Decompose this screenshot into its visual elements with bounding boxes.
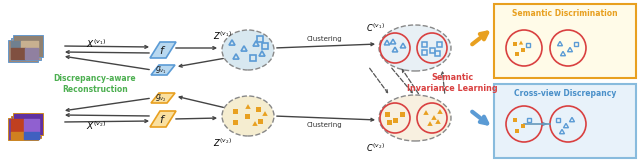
Bar (422, 49, 428, 54)
Text: Discrepancy-aware
Reconstruction: Discrepancy-aware Reconstruction (54, 74, 136, 94)
Bar (232, 120, 237, 124)
Bar (494, 84, 636, 158)
Polygon shape (437, 109, 443, 114)
Polygon shape (519, 41, 524, 44)
Ellipse shape (222, 30, 274, 70)
Bar (515, 52, 519, 56)
Bar (394, 118, 399, 123)
Bar (515, 129, 519, 133)
Text: $g_{v_1}$: $g_{v_1}$ (155, 64, 167, 76)
Text: $X^{(v_2)}$: $X^{(v_2)}$ (86, 120, 106, 132)
Bar (259, 119, 264, 124)
Text: Clustering: Clustering (306, 122, 342, 128)
Bar (387, 120, 392, 124)
Text: Semantic
Invariance Learning: Semantic Invariance Learning (406, 73, 497, 93)
Polygon shape (150, 111, 176, 127)
Bar (494, 4, 636, 78)
Bar (255, 107, 260, 112)
Text: $Z^{(v_1)}$: $Z^{(v_1)}$ (212, 30, 232, 42)
Bar (435, 50, 440, 55)
Bar (431, 47, 435, 52)
Polygon shape (431, 115, 436, 120)
Bar (8, 118, 38, 140)
Bar (250, 55, 256, 61)
Text: Semantic Discrimination: Semantic Discrimination (512, 9, 618, 18)
Text: $f$: $f$ (159, 113, 166, 125)
Bar (513, 118, 517, 122)
Bar (521, 124, 525, 128)
Text: $f$: $f$ (159, 44, 166, 56)
Bar (556, 118, 560, 122)
Bar (10, 116, 40, 137)
Bar (13, 113, 43, 135)
Bar (527, 118, 531, 122)
Polygon shape (245, 104, 251, 109)
Bar (10, 38, 40, 59)
Ellipse shape (379, 25, 451, 71)
Bar (422, 42, 428, 46)
Polygon shape (150, 42, 176, 58)
Polygon shape (423, 110, 429, 115)
Bar (438, 42, 442, 46)
Text: $Z^{(v_2)}$: $Z^{(v_2)}$ (212, 137, 232, 149)
Ellipse shape (222, 96, 274, 136)
Text: Cross-view Discrepancy: Cross-view Discrepancy (514, 89, 616, 98)
Bar (385, 112, 390, 117)
Text: $X^{(v_1)}$: $X^{(v_1)}$ (86, 38, 106, 50)
Bar (401, 112, 406, 117)
Bar (262, 43, 268, 49)
Bar (521, 48, 525, 52)
Bar (244, 114, 250, 119)
Polygon shape (428, 121, 433, 126)
Text: $C^{(v_2)}$: $C^{(v_2)}$ (365, 142, 385, 154)
Text: $g_{v_2}$: $g_{v_2}$ (155, 92, 167, 104)
Polygon shape (252, 121, 258, 126)
Polygon shape (435, 119, 441, 124)
Polygon shape (151, 93, 175, 103)
Bar (8, 40, 38, 62)
Polygon shape (262, 111, 268, 116)
Bar (525, 43, 531, 47)
Text: Clustering: Clustering (306, 36, 342, 42)
Bar (13, 35, 43, 57)
Polygon shape (151, 65, 175, 75)
Bar (232, 109, 237, 114)
Bar (257, 36, 263, 42)
Text: $C^{(v_1)}$: $C^{(v_1)}$ (365, 22, 385, 34)
Ellipse shape (379, 95, 451, 141)
Bar (10, 41, 38, 59)
Bar (513, 42, 517, 46)
Bar (573, 42, 579, 46)
